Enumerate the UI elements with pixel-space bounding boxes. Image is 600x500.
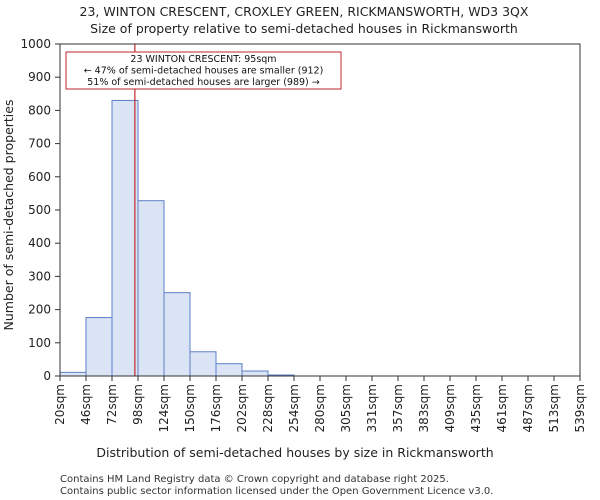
x-tick-label-150sqm: 150sqm (183, 384, 197, 432)
x-tick-label-357sqm: 357sqm (391, 384, 405, 432)
x-tick-label-409sqm: 409sqm (443, 384, 457, 432)
bar-202sqm (241, 370, 269, 377)
x-tick-label-20sqm: 20sqm (53, 384, 67, 425)
y-tick-label-100: 100 (28, 336, 51, 350)
x-tick-label-254sqm: 254sqm (287, 384, 301, 432)
annotation-box (65, 51, 342, 90)
x-axis: 20sqm 46sqm 72sqm 98sqm 124sqm 150sqm 176sqm 20… (53, 376, 587, 432)
y-tick-label-1000: 1000 (20, 37, 51, 51)
bar-20sqm (59, 371, 87, 377)
y-tick-label-500: 500 (28, 203, 51, 217)
x-tick-label-435sqm: 435sqm (469, 384, 483, 432)
bars-group (59, 99, 295, 377)
bar-150sqm (189, 351, 217, 377)
annotation-line-1: 23 WINTON CRESCENT: 95sqm (130, 54, 276, 65)
x-tick-label-46sqm: 46sqm (79, 384, 93, 425)
y-tick-label-300: 300 (28, 269, 51, 283)
y-tick-label-600: 600 (28, 170, 51, 184)
y-tick-label-900: 900 (28, 70, 51, 84)
bar-46sqm (85, 317, 113, 377)
annotation-line-2: ← 47% of semi-detached houses are smalle… (84, 66, 324, 77)
annotation-line-3: 51% of semi-detached houses are larger (… (87, 77, 320, 88)
property-marker: 23 WINTON CRESCENT: 95sqm← 47% of semi-d… (65, 44, 342, 376)
y-tick-label-400: 400 (28, 236, 51, 250)
x-tick-label-305sqm: 305sqm (339, 384, 353, 432)
chart-subtitle: Size of property relative to semi-detach… (90, 21, 518, 36)
x-tick-label-228sqm: 228sqm (261, 384, 275, 432)
y-tick-label-700: 700 (28, 137, 51, 151)
y-tick-label-800: 800 (28, 103, 51, 117)
footer-line-2: Contains public sector information licen… (60, 486, 493, 497)
bar-176sqm (215, 363, 243, 377)
y-axis: 0 100 200 300 400 500 600 700 800 900 1000 (20, 37, 60, 383)
x-tick-label-124sqm: 124sqm (157, 384, 171, 432)
x-tick-label-331sqm: 331sqm (365, 384, 379, 432)
x-tick-label-513sqm: 513sqm (547, 384, 561, 432)
x-tick-label-383sqm: 383sqm (417, 384, 431, 432)
x-tick-label-539sqm: 539sqm (573, 384, 587, 432)
footer-line-1: Contains HM Land Registry data © Crown c… (60, 474, 449, 485)
x-tick-label-72sqm: 72sqm (105, 384, 119, 425)
chart-title: 23, WINTON CRESCENT, CROXLEY GREEN, RICK… (80, 4, 529, 19)
y-tick-label-200: 200 (28, 303, 51, 317)
plot-frame (59, 43, 581, 377)
x-tick-label-98sqm: 98sqm (131, 384, 145, 425)
x-axis-label: Distribution of semi-detached houses by … (96, 445, 493, 460)
y-axis-label: Number of semi-detached properties (1, 100, 16, 331)
bar-72sqm (111, 99, 139, 377)
y-tick-label-0: 0 (43, 369, 51, 383)
x-tick-label-461sqm: 461sqm (495, 384, 509, 432)
x-tick-label-202sqm: 202sqm (235, 384, 249, 432)
x-tick-label-176sqm: 176sqm (209, 384, 223, 432)
x-tick-label-280sqm: 280sqm (313, 384, 327, 432)
bar-98sqm (137, 200, 165, 377)
bar-124sqm (163, 292, 191, 377)
x-tick-label-487sqm: 487sqm (521, 384, 535, 432)
